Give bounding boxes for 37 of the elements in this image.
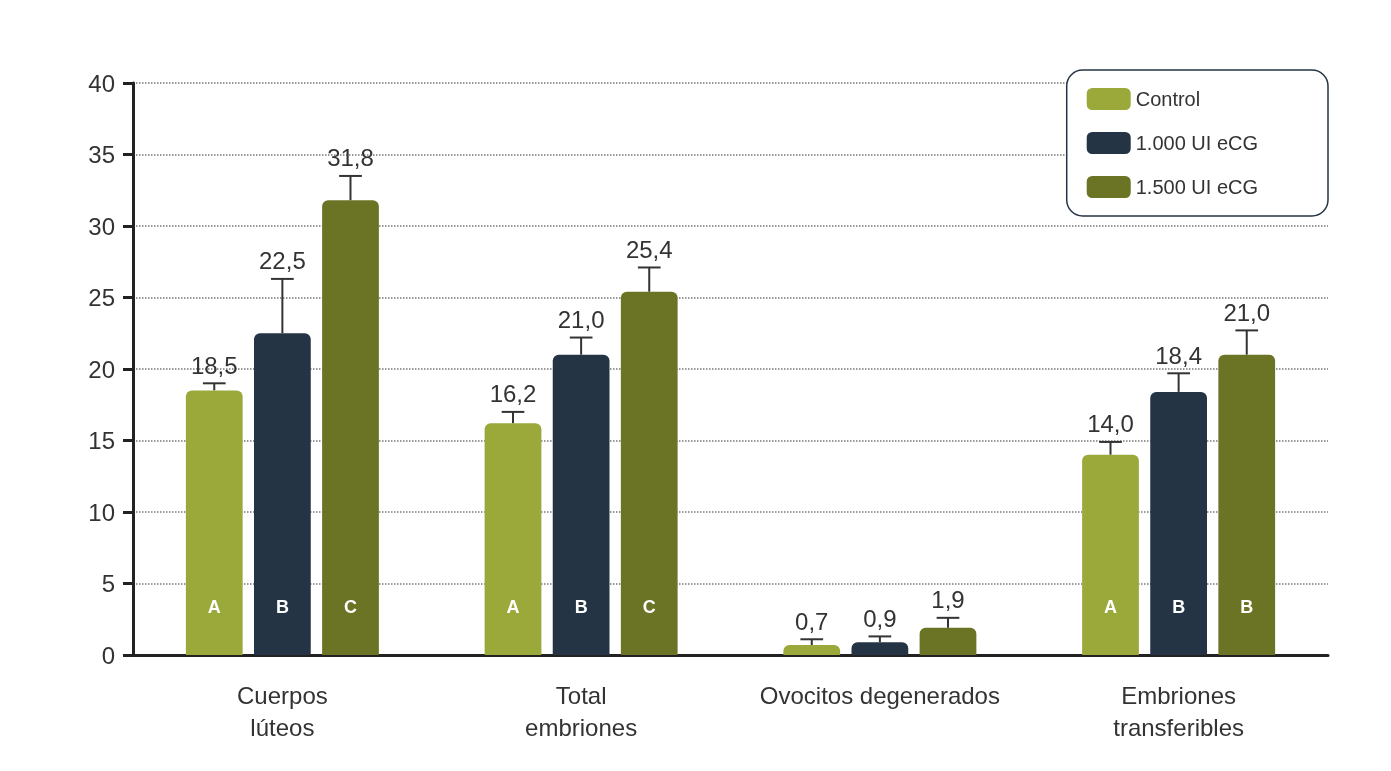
data-label: 31,8	[327, 144, 374, 172]
y-tick-label: 25	[88, 284, 115, 311]
annotation: A	[1104, 597, 1118, 617]
legend-label: Control	[1135, 88, 1201, 110]
x-tick-label: Embriones transferibles	[1113, 681, 1244, 741]
data-label: 21,0	[557, 306, 605, 334]
x-tick-label: Cuerpos lúteos	[237, 681, 328, 741]
data-label: 1,9	[931, 586, 965, 614]
y-tick-label: 10	[88, 498, 115, 526]
data-label: 25,4	[625, 235, 673, 263]
annotation: B	[1240, 597, 1254, 617]
annotation: B	[1172, 597, 1186, 617]
annotation: A	[506, 597, 520, 617]
legend-label: 1.000 UI eCG	[1135, 132, 1259, 154]
annotation: B	[574, 597, 588, 617]
annotation: A	[207, 597, 221, 617]
legend-label: 1.500 UI eCG	[1135, 176, 1259, 198]
y-tick-label: 40	[88, 69, 115, 97]
annotation: C	[642, 597, 656, 617]
data-label: 0,7	[795, 607, 829, 635]
x-tick-label: Ovocitos degenerados	[759, 681, 1000, 709]
y-tick-label: 5	[101, 570, 115, 597]
data-label: 21,0	[1223, 298, 1271, 326]
data-label: 18,4	[1155, 341, 1202, 369]
data-label: 0,9	[863, 604, 897, 632]
y-tick-label: 20	[88, 355, 115, 383]
data-label: 22,5	[259, 247, 306, 275]
x-tick-label: Total embriones	[525, 681, 638, 741]
y-tick-label: 35	[88, 141, 115, 168]
y-tick-label: 0	[101, 641, 115, 669]
data-label: 14,0	[1087, 410, 1134, 438]
y-tick-label: 15	[88, 427, 115, 454]
data-label: 18,5	[190, 351, 238, 379]
annotation: B	[275, 597, 289, 617]
annotation: C	[343, 597, 357, 617]
y-tick-label: 30	[88, 212, 115, 240]
data-label: 16,2	[489, 380, 537, 408]
